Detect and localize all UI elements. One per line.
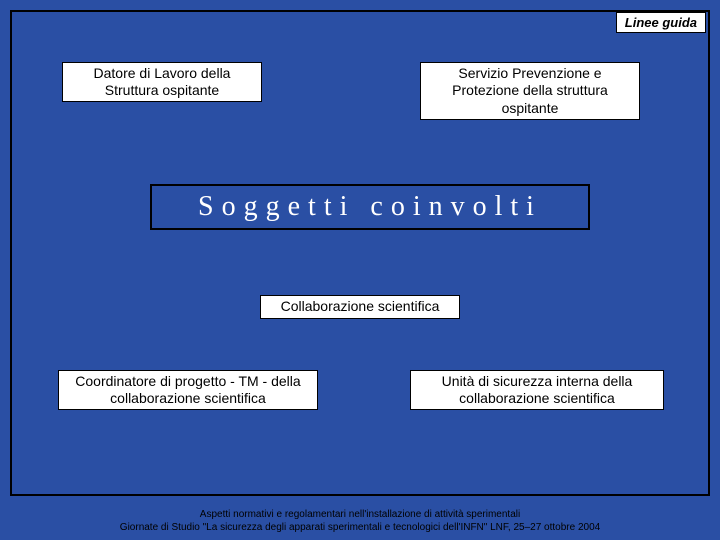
box-coordinatore: Coordinatore di progetto - TM - della co… — [58, 370, 318, 410]
box-servizio-prevenzione: Servizio Prevenzione e Protezione della … — [420, 62, 640, 120]
slide: Linee guida Datore di Lavoro della Strut… — [0, 0, 720, 540]
box-label: Unità di sicurezza interna della collabo… — [419, 373, 655, 408]
box-unita-sicurezza: Unità di sicurezza interna della collabo… — [410, 370, 664, 410]
box-label: Coordinatore di progetto - TM - della co… — [67, 373, 309, 408]
footer: Aspetti normativi e regolamentari nell'i… — [0, 508, 720, 534]
box-label: Datore di Lavoro della Struttura ospitan… — [71, 65, 253, 100]
footer-line-2: Giornate di Studio "La sicurezza degli a… — [0, 521, 720, 534]
title-text: Soggetti coinvolti — [198, 191, 542, 223]
box-collaborazione: Collaborazione scientifica — [260, 295, 460, 319]
title-band: Soggetti coinvolti — [150, 184, 590, 230]
footer-line-1: Aspetti normativi e regolamentari nell'i… — [0, 508, 720, 521]
header-tag: Linee guida — [616, 12, 706, 33]
box-label: Collaborazione scientifica — [281, 298, 440, 316]
box-label: Servizio Prevenzione e Protezione della … — [429, 65, 631, 118]
box-datore-lavoro: Datore di Lavoro della Struttura ospitan… — [62, 62, 262, 102]
